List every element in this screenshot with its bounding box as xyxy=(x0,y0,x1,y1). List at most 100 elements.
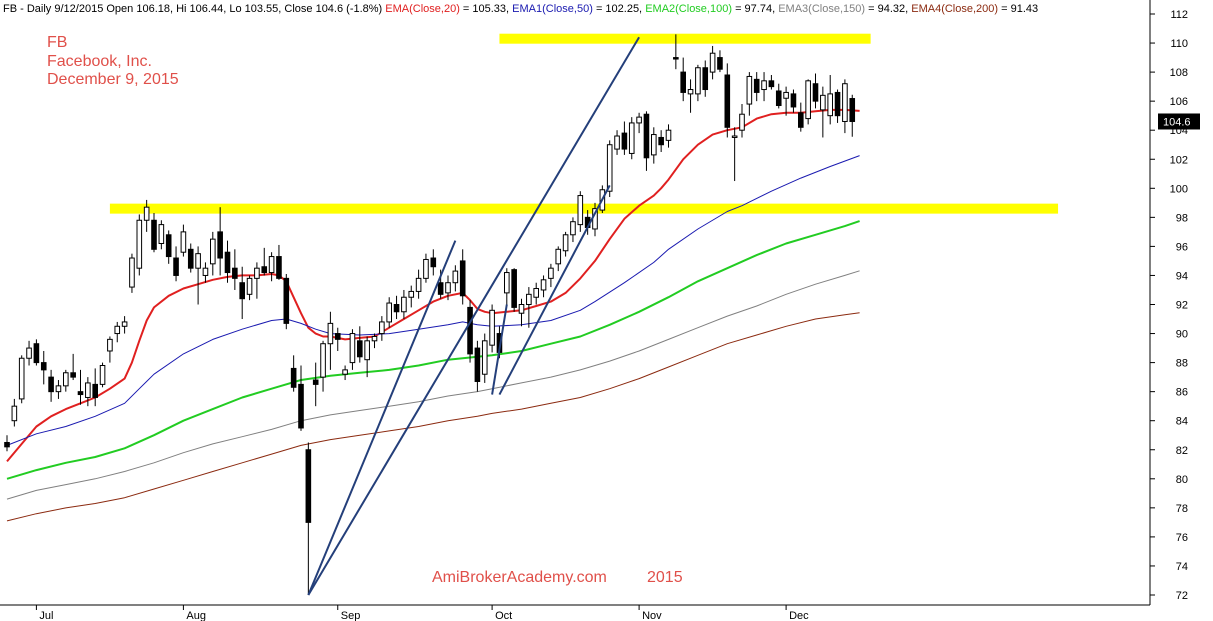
candle-body-down xyxy=(48,376,54,393)
candle xyxy=(85,377,91,407)
candle xyxy=(4,435,10,452)
candle-body-up xyxy=(26,347,32,359)
candle-body-up xyxy=(783,91,789,99)
candle xyxy=(401,289,407,320)
candle-body-up xyxy=(518,304,525,314)
candle-body-down xyxy=(467,306,473,355)
candle xyxy=(812,73,819,109)
candle-body-down xyxy=(70,372,76,378)
last-price-value: 104.6 xyxy=(1163,116,1191,128)
candle-body-up xyxy=(85,382,91,398)
candle xyxy=(239,266,245,320)
candle xyxy=(658,130,664,152)
candle-body-up xyxy=(445,282,451,294)
candle xyxy=(790,89,797,113)
candle xyxy=(92,368,99,407)
y-tick-label: 102 xyxy=(1170,154,1188,166)
candle xyxy=(26,340,32,366)
candle xyxy=(158,220,165,250)
candle-body-up xyxy=(489,309,495,346)
resistance-zone-1 xyxy=(109,203,1059,214)
ema-lines xyxy=(6,108,860,522)
candle-body-down xyxy=(849,98,856,122)
candle-body-up xyxy=(665,129,672,141)
candle xyxy=(643,111,650,171)
candle-body-up xyxy=(55,385,62,393)
candle xyxy=(753,72,760,102)
candle-body-up xyxy=(842,83,848,122)
candle-body-up xyxy=(614,135,620,150)
candle xyxy=(849,94,856,137)
candle xyxy=(511,268,517,312)
candle xyxy=(430,249,437,276)
candle xyxy=(673,34,679,70)
y-tick-label: 80 xyxy=(1176,474,1188,486)
candle-body-up xyxy=(408,290,415,298)
candle xyxy=(195,246,201,305)
annotation-date: December 9, 2015 xyxy=(47,71,179,88)
y-tick-label: 100 xyxy=(1170,183,1188,195)
watermark: AmiBrokerAcademy.com 2015 xyxy=(432,569,683,586)
candle xyxy=(349,329,356,370)
candle xyxy=(746,72,753,116)
candle-body-up xyxy=(202,267,209,276)
x-tick-label: Jul xyxy=(39,610,53,621)
header-ema50-label: EMA1(Close,50) xyxy=(512,3,593,15)
candle-body-up xyxy=(364,340,370,361)
candle-body-up xyxy=(695,67,701,95)
candle-body-down xyxy=(753,78,760,93)
y-tick-label: 94 xyxy=(1176,270,1188,282)
watermark-site: AmiBrokerAcademy.com xyxy=(432,569,607,586)
candle xyxy=(709,45,716,80)
candle-body-up xyxy=(342,369,348,375)
y-tick-label: 96 xyxy=(1176,241,1188,253)
candle xyxy=(415,269,422,299)
candle xyxy=(379,316,385,341)
candle xyxy=(129,253,135,293)
candle xyxy=(151,212,157,253)
candle xyxy=(173,246,179,282)
candle xyxy=(276,244,282,280)
candle xyxy=(290,355,297,392)
candle xyxy=(504,268,510,305)
candle xyxy=(232,249,238,290)
candle xyxy=(621,121,628,155)
trendline-2 xyxy=(498,184,611,396)
candle-body-down xyxy=(834,91,841,117)
candle-body-up xyxy=(577,195,584,226)
x-tick-label: Aug xyxy=(186,610,206,621)
candle-body-down xyxy=(812,83,819,102)
header-ema100-label: EMA2(Close,100) xyxy=(645,3,732,15)
candle xyxy=(628,117,635,160)
candle-body-down xyxy=(92,383,99,398)
candle-body-up xyxy=(739,113,745,131)
candle-body-up xyxy=(180,231,187,253)
candle-body-up xyxy=(246,277,253,295)
candle-body-up xyxy=(687,89,694,95)
candle xyxy=(687,79,694,113)
candle xyxy=(798,102,804,132)
candle-body-up xyxy=(533,288,540,298)
candle-body-down xyxy=(798,112,804,128)
candle-body-up xyxy=(423,258,429,279)
y-tick-label: 112 xyxy=(1170,9,1188,21)
candle xyxy=(18,355,25,404)
candle xyxy=(254,262,260,299)
candle xyxy=(298,365,304,431)
candle xyxy=(562,231,569,257)
header-high: Hi 106.44, xyxy=(176,3,226,15)
candle-body-down xyxy=(459,260,466,297)
candle xyxy=(320,340,326,392)
candle-body-down xyxy=(702,67,709,91)
candle xyxy=(55,380,62,399)
candle xyxy=(312,362,319,407)
candle xyxy=(268,252,275,282)
y-tick-label: 108 xyxy=(1170,67,1188,79)
candle xyxy=(393,295,400,320)
candle-body-up xyxy=(548,267,554,279)
candle xyxy=(210,231,216,276)
ema-line-5 xyxy=(6,312,860,522)
candle xyxy=(761,72,767,102)
candle-body-up xyxy=(99,365,106,385)
candle-body-up xyxy=(651,134,657,156)
